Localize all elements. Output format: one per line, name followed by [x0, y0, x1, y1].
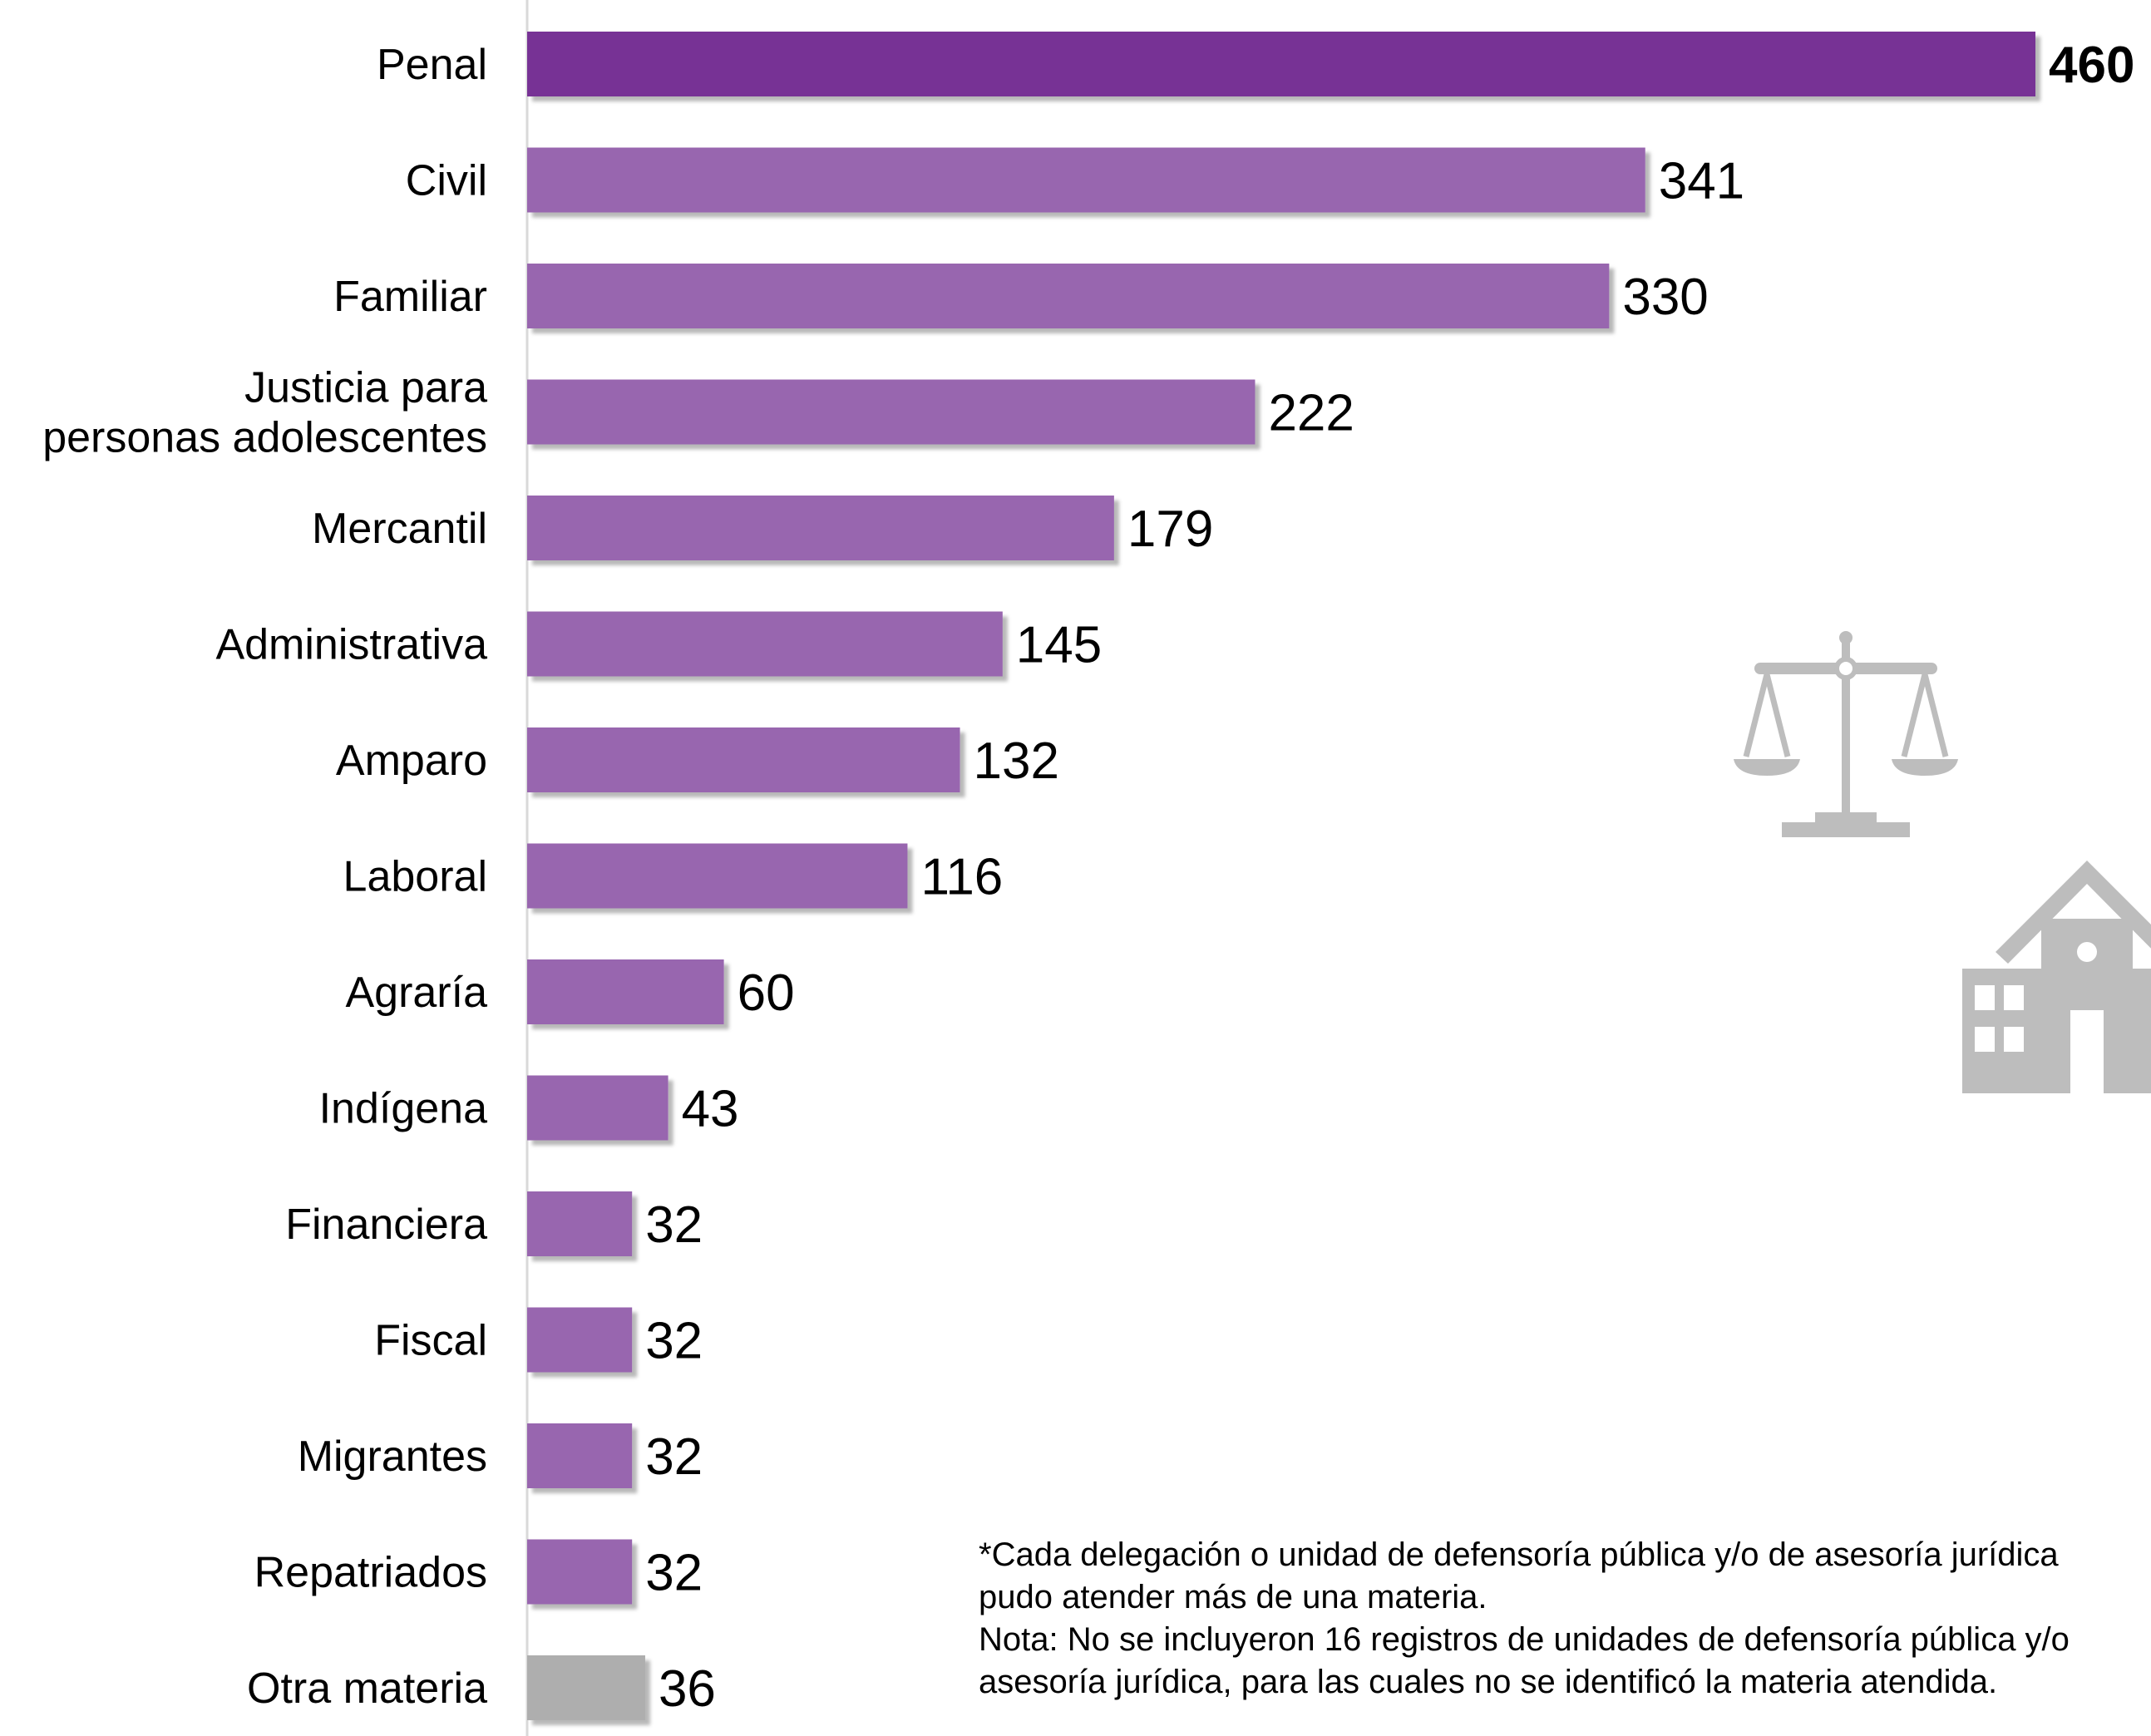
bar — [527, 32, 2035, 96]
footnote-line-4: asesoría jurídica, para las cuales no se… — [979, 1664, 1998, 1700]
value-label: 179 — [1127, 501, 1213, 558]
value-label: 32 — [645, 1428, 703, 1486]
value-label: 132 — [974, 732, 1059, 790]
bar — [527, 1307, 633, 1373]
value-label: 145 — [1016, 617, 1102, 674]
category-label: Financiera — [285, 1201, 487, 1249]
category-label: Penal — [377, 41, 487, 89]
bar — [527, 1539, 633, 1605]
value-label: 330 — [1622, 269, 1708, 326]
bar — [527, 1075, 668, 1141]
bar — [527, 959, 724, 1024]
bar — [527, 496, 1114, 560]
category-label: Justicia para — [244, 364, 487, 412]
value-label: 341 — [1659, 153, 1744, 210]
category-label: Administrativa — [215, 621, 487, 669]
value-label: 32 — [645, 1313, 703, 1370]
footnote-line-2: pudo atender más de una materia. — [979, 1579, 1487, 1615]
bar — [527, 843, 908, 909]
value-label: 36 — [659, 1660, 716, 1718]
category-label: Repatriados — [254, 1549, 487, 1597]
category-label: Otra materia — [247, 1664, 487, 1713]
value-label: 460 — [2049, 37, 2134, 94]
category-label: personas adolescentes — [42, 414, 487, 462]
value-label: 32 — [645, 1196, 703, 1254]
bar — [527, 1423, 633, 1488]
category-label: Familiar — [333, 273, 487, 321]
category-label: Amparo — [336, 737, 487, 785]
category-label: Migrantes — [298, 1433, 487, 1481]
category-label: Civil — [406, 157, 487, 205]
value-label: 222 — [1268, 385, 1354, 442]
footnote-line-1: *Cada delegación o unidad de defensoría … — [979, 1536, 2059, 1573]
bar — [527, 1655, 645, 1720]
value-label: 116 — [920, 849, 1003, 906]
category-label: Mercantil — [312, 505, 487, 553]
chart-footnote: *Cada delegación o unidad de defensoría … — [979, 1534, 2151, 1704]
category-label: Fiscal — [374, 1317, 487, 1365]
bar — [527, 264, 1610, 328]
category-label: Agraría — [345, 969, 487, 1017]
value-label: 32 — [645, 1545, 703, 1602]
category-label: Laboral — [343, 853, 487, 901]
bar — [527, 147, 1645, 213]
scales-of-justice-icon — [1734, 631, 1958, 837]
footnote-line-3: Nota: No se incluyeron 16 registros de u… — [979, 1621, 2070, 1658]
bar — [527, 611, 1003, 677]
bar — [527, 379, 1256, 445]
value-label: 43 — [682, 1081, 739, 1138]
courthouse-icon — [1962, 861, 2151, 1093]
category-label: Indígena — [319, 1085, 487, 1133]
bar — [527, 1191, 633, 1256]
value-label: 60 — [738, 964, 795, 1022]
bar — [527, 727, 960, 792]
